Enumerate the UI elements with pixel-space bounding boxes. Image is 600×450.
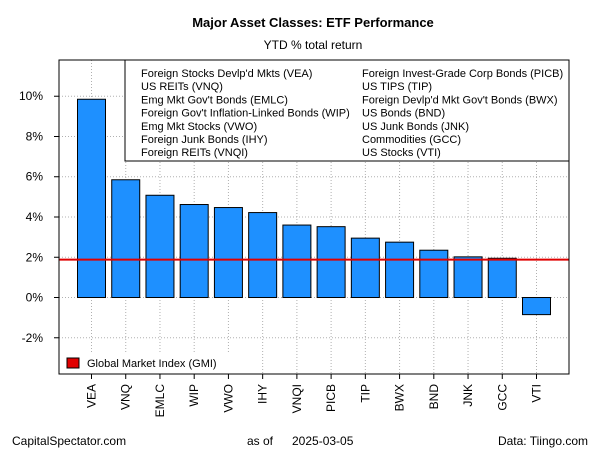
footer-date: 2025-03-05 [292, 434, 354, 448]
bar-tip [350, 237, 380, 299]
bar-picb [316, 226, 346, 299]
y-tick-label: 6% [26, 170, 44, 184]
bar-vwo [213, 207, 243, 299]
x-tick-label: VWO [221, 384, 235, 413]
footer-data-credit: Data: Tiingo.com [498, 434, 588, 448]
legend-entry: Foreign REITs (VNQI) [141, 147, 248, 159]
footer-as-of-label: as of [247, 434, 274, 448]
x-tick-label: VEA [85, 384, 99, 408]
gmi-legend: Global Market Index (GMI) [59, 352, 230, 374]
ticker-legend: Foreign Stocks Devlp'd Mkts (VEA)US REIT… [124, 59, 570, 162]
x-tick-label: TIP [358, 384, 372, 403]
y-tick-label: 2% [26, 250, 44, 264]
legend-entry: US Junk Bonds (JNK) [362, 121, 469, 133]
legend-entry: US Bonds (BND) [362, 108, 445, 120]
x-tick-label: VNQ [119, 384, 133, 410]
bar-vti [522, 297, 551, 316]
plot-frame [58, 59, 570, 375]
footer-source: CapitalSpectator.com [12, 434, 126, 448]
ticker-legend-box [124, 59, 570, 162]
y-tick-label: -2% [22, 331, 44, 345]
legend-entry: Emg Mkt Gov't Bonds (EMLC) [141, 94, 288, 106]
x-tick-label: WIP [187, 384, 201, 407]
y-tick-label: 4% [26, 210, 44, 224]
x-tick-label: GCC [495, 384, 509, 411]
y-tick-label: 8% [26, 129, 44, 143]
legend-entry: Foreign Gov't Inflation-Linked Bonds (WI… [141, 108, 350, 120]
bar-wip [179, 204, 209, 299]
chart-subtitle: YTD % total return [264, 38, 363, 52]
x-tick-label: EMLC [153, 384, 167, 418]
bar-vnqi [282, 224, 312, 299]
x-tick-label: BND [427, 384, 441, 410]
x-tick-label: PICB [324, 384, 338, 412]
legend-entry: US Stocks (VTI) [362, 147, 441, 159]
gmi-legend-box [59, 352, 230, 374]
bar-gcc [487, 257, 517, 299]
bar-bwx [385, 241, 415, 299]
bar-jnk [453, 256, 483, 299]
bar-ihy [248, 212, 278, 299]
bars [77, 98, 551, 316]
x-tick-label: IHY [256, 384, 270, 404]
y-tick-label: 10% [19, 89, 43, 103]
legend-entry: Emg Mkt Stocks (VWO) [141, 121, 257, 133]
bar-vea [77, 98, 106, 299]
legend-entry: Commodities (GCC) [362, 134, 461, 146]
gmi-legend-label: Global Market Index (GMI) [87, 358, 217, 370]
x-tick-label: VTI [530, 384, 544, 403]
gmi-legend-swatch [66, 357, 80, 369]
chart-title: Major Asset Classes: ETF Performance [192, 15, 434, 30]
legend-entry: Foreign Junk Bonds (IHY) [141, 134, 268, 146]
bar-vnq [111, 179, 141, 299]
x-tick-label: BWX [393, 384, 407, 411]
x-tick-label: VNQI [290, 384, 304, 413]
legend-entry: US TIPS (TIP) [362, 81, 432, 93]
bar-emlc [145, 194, 175, 299]
y-tick-label: 0% [26, 291, 44, 305]
legend-entry: Foreign Invest-Grade Corp Bonds (PICB) [362, 68, 563, 80]
y-axis: -2% 0% 2% 4% 6% 8% 10% [19, 89, 59, 345]
x-tick-label: JNK [461, 384, 475, 407]
legend-entry: Foreign Stocks Devlp'd Mkts (VEA) [141, 68, 312, 80]
x-axis: VEA VNQ EMLC WIP VWO IHY VNQI PICB TIP BWX BND JNK G… [85, 374, 544, 417]
bar-bnd [419, 249, 449, 299]
legend-entry: Foreign Devlp'd Mkt Gov't Bonds (BWX) [362, 94, 558, 106]
legend-entry: US REITs (VNQ) [141, 81, 223, 93]
